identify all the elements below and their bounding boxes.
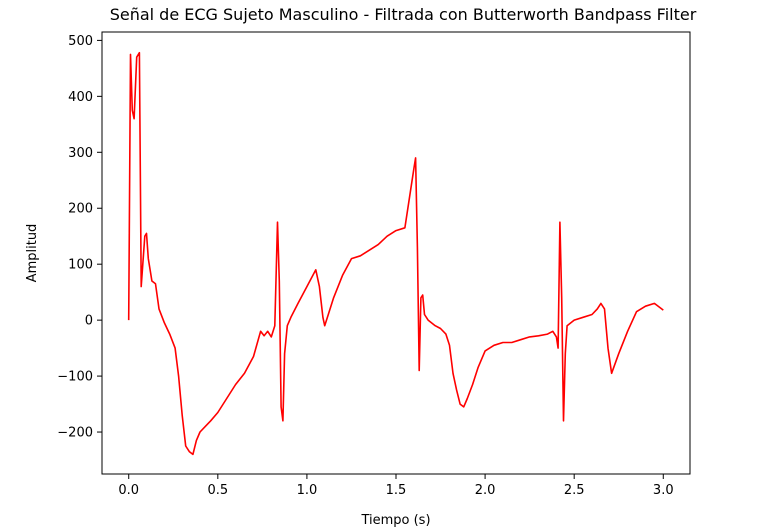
y-tick-label: 500: [68, 34, 93, 49]
y-tick-label: 300: [68, 146, 93, 161]
ecg-signal-line: [127, 51, 664, 456]
x-tick-label: 0.5: [207, 483, 228, 498]
y-axis: −200 −100 0 100 200 300 400 500: [57, 34, 102, 441]
y-tick-label: 400: [68, 90, 93, 105]
plot-area-frame: [101, 31, 691, 475]
y-axis-label: Amplitud: [25, 224, 40, 283]
x-tick-label: 1.0: [297, 483, 318, 498]
x-tick-label: 2.5: [564, 483, 585, 498]
x-tick-label: 3.0: [653, 483, 674, 498]
y-tick-label: −100: [57, 370, 93, 385]
chart-title: Señal de ECG Sujeto Masculino - Filtrada…: [110, 5, 697, 24]
y-tick-label: 100: [68, 258, 93, 273]
y-tick-label: 200: [68, 202, 93, 217]
x-tick-label: 0.0: [118, 483, 139, 498]
x-tick-label: 2.0: [475, 483, 496, 498]
series-layer: [127, 51, 664, 456]
y-tick-label: 0: [85, 314, 93, 329]
x-tick-label: 1.5: [386, 483, 407, 498]
x-axis: 0.0 0.5 1.0 1.5 2.0 2.5 3.0: [118, 474, 674, 498]
y-tick-label: −200: [57, 426, 93, 441]
x-axis-label: Tiempo (s): [360, 513, 430, 528]
